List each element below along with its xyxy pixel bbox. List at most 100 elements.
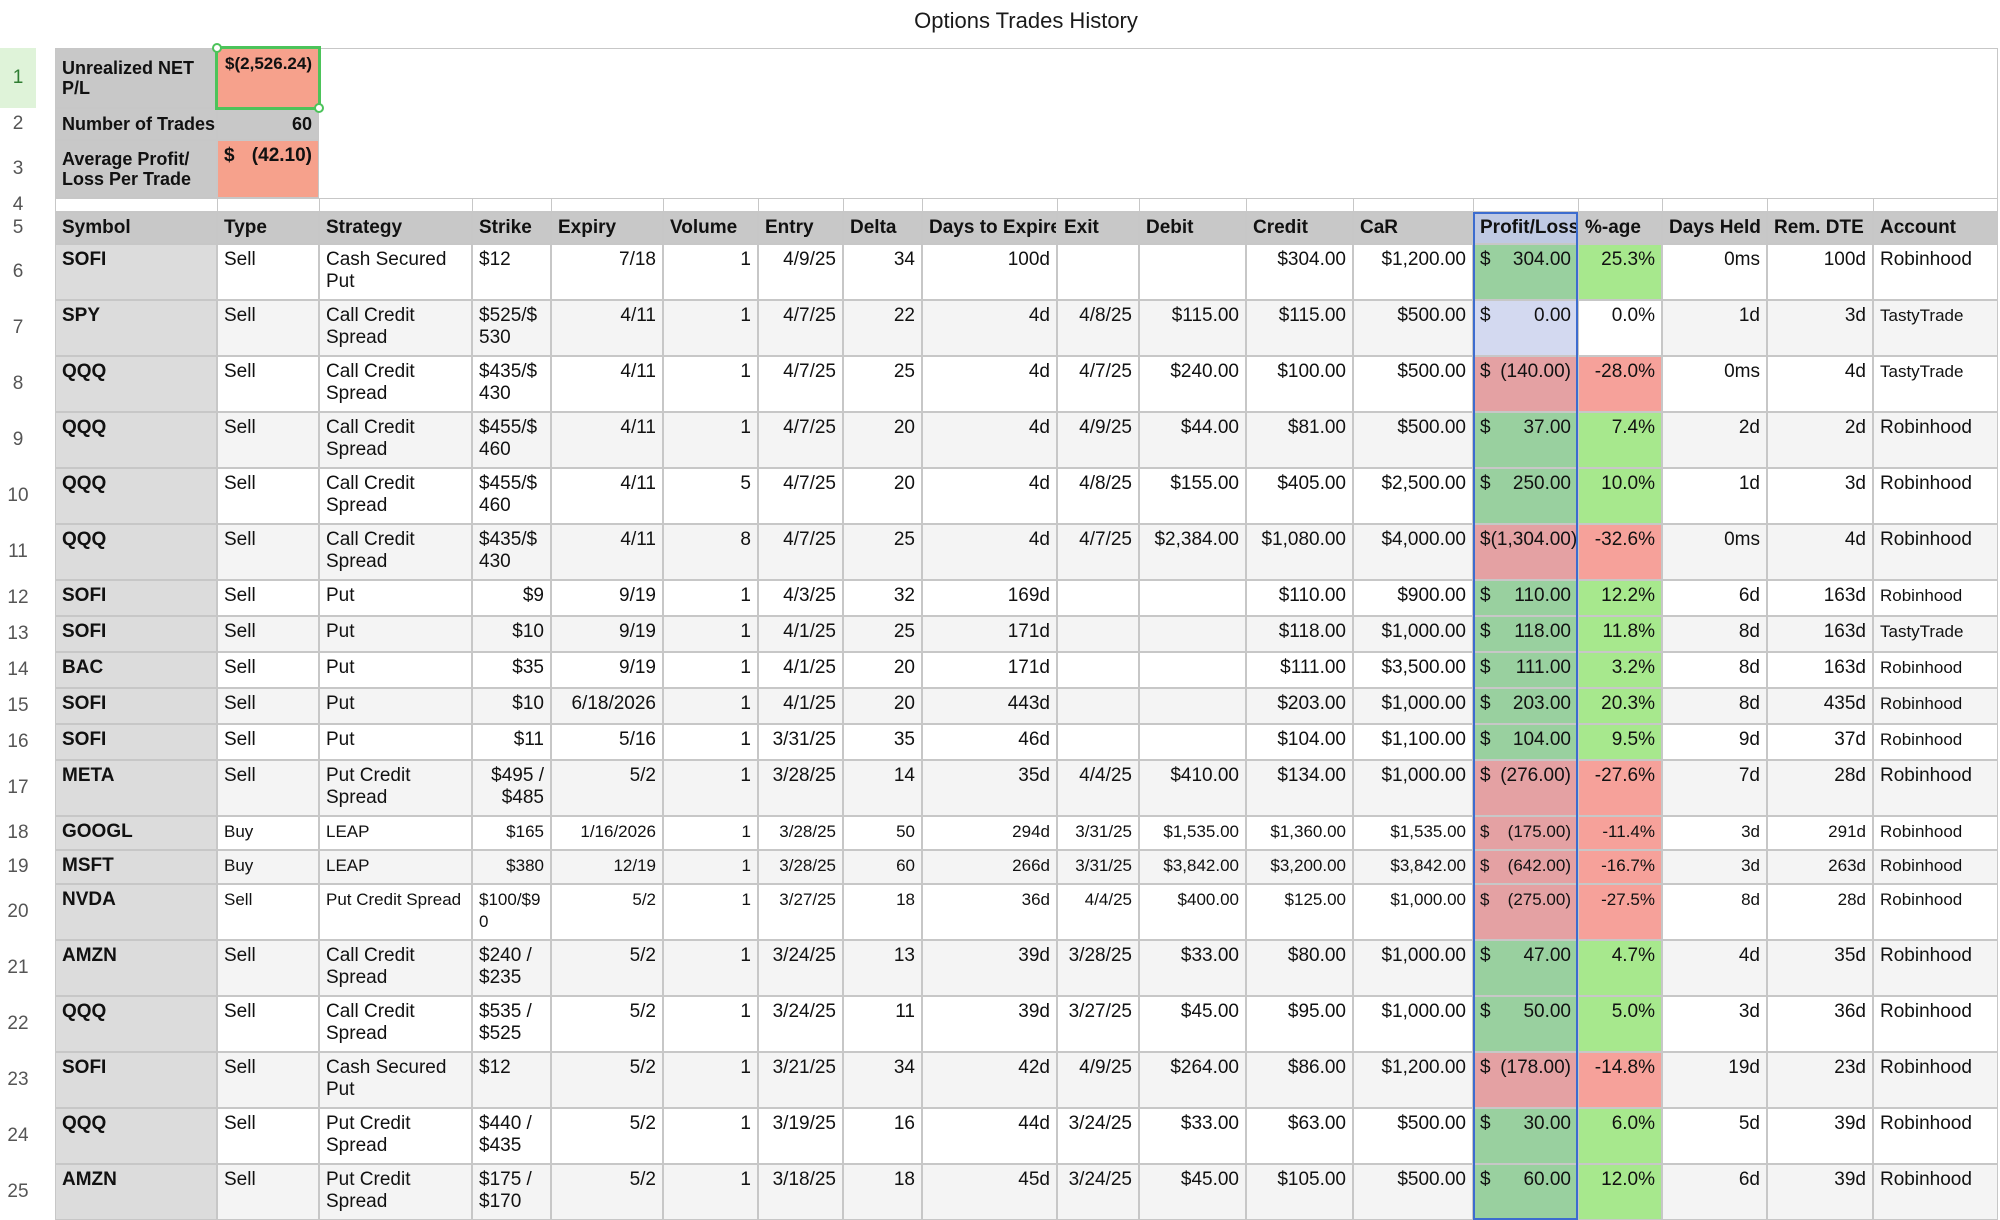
column-header-entry[interactable]: Entry	[758, 212, 843, 244]
column-header-expiry[interactable]: Expiry	[551, 212, 663, 244]
trade-car[interactable]: $1,200.00	[1353, 1052, 1473, 1108]
row-number[interactable]: 12	[7, 587, 29, 608]
trade-exit[interactable]: 3/24/25	[1057, 1108, 1139, 1164]
profit-loss-cell[interactable]: $104.00	[1473, 724, 1578, 760]
trade-account[interactable]: Robinhood	[1873, 1164, 1998, 1220]
trade-strategy[interactable]: Put Credit Spread	[319, 1164, 472, 1220]
trade-symbol[interactable]: QQQ	[55, 1108, 217, 1164]
trade-strike[interactable]: $11	[472, 724, 551, 760]
trade-strike[interactable]: $455/$ 460	[472, 412, 551, 468]
trade-car[interactable]: $4,000.00	[1353, 524, 1473, 580]
trade-car[interactable]: $1,100.00	[1353, 724, 1473, 760]
profit-loss-cell[interactable]: $30.00	[1473, 1108, 1578, 1164]
column-header-type[interactable]: Type	[217, 212, 319, 244]
trade-credit[interactable]: $80.00	[1246, 940, 1353, 996]
trade-car[interactable]: $1,000.00	[1353, 996, 1473, 1052]
trade-exit[interactable]: 3/24/25	[1057, 1164, 1139, 1220]
trade-debit[interactable]: $45.00	[1139, 1164, 1246, 1220]
trade-dte[interactable]: 4d	[922, 468, 1057, 524]
empty-cell[interactable]	[1767, 198, 1873, 212]
trade-dte[interactable]: 4d	[922, 300, 1057, 356]
trade-delta[interactable]: 25	[843, 524, 922, 580]
trade-car[interactable]: $500.00	[1353, 1108, 1473, 1164]
trade-expiry[interactable]: 5/2	[551, 1108, 663, 1164]
trade-delta[interactable]: 14	[843, 760, 922, 816]
trade-entry[interactable]: 3/27/25	[758, 884, 843, 940]
trade-credit[interactable]: $111.00	[1246, 652, 1353, 688]
row-number[interactable]: 1	[0, 48, 36, 108]
trade-delta[interactable]: 20	[843, 412, 922, 468]
trade-expiry[interactable]: 6/18/2026	[551, 688, 663, 724]
trade-delta[interactable]: 25	[843, 616, 922, 652]
trade-debit[interactable]: $33.00	[1139, 940, 1246, 996]
trade-held[interactable]: 1d	[1662, 468, 1767, 524]
trade-debit[interactable]	[1139, 244, 1246, 300]
trade-volume[interactable]: 1	[663, 1108, 758, 1164]
trade-entry[interactable]: 4/1/25	[758, 688, 843, 724]
trade-exit[interactable]	[1057, 724, 1139, 760]
trade-expiry[interactable]: 7/18	[551, 244, 663, 300]
selection-handle-top-left[interactable]	[212, 43, 222, 53]
trade-type[interactable]: Sell	[217, 1108, 319, 1164]
trade-account[interactable]: Robinhood	[1873, 244, 1998, 300]
trade-credit[interactable]: $63.00	[1246, 1108, 1353, 1164]
selection-handle-bottom-right[interactable]	[314, 103, 324, 113]
trade-exit[interactable]: 4/8/25	[1057, 300, 1139, 356]
trade-exit[interactable]	[1057, 244, 1139, 300]
summary-value-unrealized[interactable]: $(2,526.24)	[217, 48, 319, 108]
trade-strategy[interactable]: Call Credit Spread	[319, 412, 472, 468]
trade-delta[interactable]: 50	[843, 816, 922, 850]
trade-delta[interactable]: 60	[843, 850, 922, 884]
row-number[interactable]: 5	[12, 217, 24, 238]
percentage-cell[interactable]: 25.3%	[1578, 244, 1662, 300]
trade-type[interactable]: Sell	[217, 884, 319, 940]
empty-cell[interactable]	[217, 198, 319, 212]
trade-delta[interactable]: 18	[843, 884, 922, 940]
trade-credit[interactable]: $100.00	[1246, 356, 1353, 412]
column-header-symbol[interactable]: Symbol	[55, 212, 217, 244]
trade-expiry[interactable]: 4/11	[551, 412, 663, 468]
trade-dte[interactable]: 4d	[922, 412, 1057, 468]
trade-entry[interactable]: 3/21/25	[758, 1052, 843, 1108]
row-number[interactable]: 2	[12, 113, 24, 134]
trade-delta[interactable]: 22	[843, 300, 922, 356]
trade-car[interactable]: $2,500.00	[1353, 468, 1473, 524]
trade-debit[interactable]: $1,535.00	[1139, 816, 1246, 850]
trade-symbol[interactable]: SOFI	[55, 724, 217, 760]
row-number[interactable]: 9	[12, 429, 24, 450]
trade-strategy[interactable]: Put	[319, 616, 472, 652]
trade-account[interactable]: Robinhood	[1873, 1108, 1998, 1164]
column-header-strike[interactable]: Strike	[472, 212, 551, 244]
trade-volume[interactable]: 1	[663, 580, 758, 616]
trade-held[interactable]: 9d	[1662, 724, 1767, 760]
trade-car[interactable]: $1,535.00	[1353, 816, 1473, 850]
trade-account[interactable]: Robinhood	[1873, 940, 1998, 996]
trade-exit[interactable]: 3/28/25	[1057, 940, 1139, 996]
trade-account[interactable]: Robinhood	[1873, 524, 1998, 580]
trade-symbol[interactable]: BAC	[55, 652, 217, 688]
trade-dte[interactable]: 4d	[922, 356, 1057, 412]
trade-rem[interactable]: 28d	[1767, 884, 1873, 940]
trade-debit[interactable]: $400.00	[1139, 884, 1246, 940]
trade-strike[interactable]: $435/$ 430	[472, 524, 551, 580]
trade-type[interactable]: Sell	[217, 1164, 319, 1220]
trade-exit[interactable]: 4/7/25	[1057, 524, 1139, 580]
trade-account[interactable]: Robinhood	[1873, 580, 1998, 616]
trade-exit[interactable]	[1057, 652, 1139, 688]
trade-dte[interactable]: 100d	[922, 244, 1057, 300]
trade-debit[interactable]: $3,842.00	[1139, 850, 1246, 884]
percentage-cell[interactable]: -14.8%	[1578, 1052, 1662, 1108]
percentage-cell[interactable]: -32.6%	[1578, 524, 1662, 580]
profit-loss-cell[interactable]: $ (642.00)	[1473, 850, 1578, 884]
trade-dte[interactable]: 42d	[922, 1052, 1057, 1108]
trade-entry[interactable]: 3/31/25	[758, 724, 843, 760]
row-number[interactable]: 22	[7, 1013, 29, 1034]
trade-strategy[interactable]: Put	[319, 580, 472, 616]
trade-held[interactable]: 6d	[1662, 580, 1767, 616]
trade-volume[interactable]: 5	[663, 468, 758, 524]
trade-held[interactable]: 6d	[1662, 1164, 1767, 1220]
empty-cell[interactable]	[551, 198, 663, 212]
trade-strategy[interactable]: Cash Secured Put	[319, 244, 472, 300]
column-header-rem-dte[interactable]: Rem. DTE	[1767, 212, 1873, 244]
trade-volume[interactable]: 1	[663, 760, 758, 816]
